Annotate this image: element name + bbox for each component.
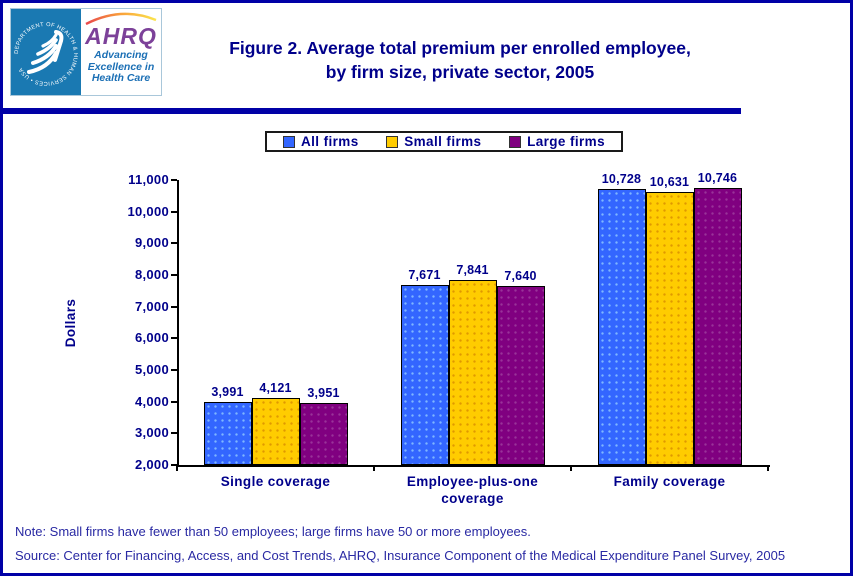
bar-value-small-firms-family-coverage: 10,631	[649, 175, 690, 189]
bar-value-large-firms-single-coverage: 3,951	[307, 386, 340, 400]
figure-title: Figure 2. Average total premium per enro…	[171, 36, 749, 84]
y-tick-mark-7000	[171, 305, 177, 308]
legend-item-small-firms: Small firms	[386, 134, 481, 149]
hhs-seal: DEPARTMENT OF HEALTH & HUMAN SERVICES • …	[11, 9, 81, 95]
y-tick-label-2000: 2,000	[134, 457, 169, 472]
y-tick-label-11000: 11,000	[128, 172, 169, 187]
bar-value-large-firms-employee-plus-one-coverage: 7,640	[504, 269, 537, 283]
x-tick-mark-2	[570, 465, 572, 471]
bar-value-all-firms-family-coverage: 10,728	[601, 172, 642, 186]
y-tick-label-4000: 4,000	[134, 393, 169, 409]
x-tick-mark-3	[767, 465, 769, 471]
legend-label-small-firms: Small firms	[404, 134, 482, 149]
bar-value-small-firms-single-coverage: 4,121	[259, 381, 292, 395]
x-tick-mark-1	[373, 465, 375, 471]
ahrq-tagline: Advancing Excellence in Health Care	[87, 49, 155, 85]
bar-value-small-firms-employee-plus-one-coverage: 7,841	[456, 263, 489, 277]
plot-area: 3,991 4,121 3,951 7,671 7,841 7,640 10,728 10,6…	[177, 171, 768, 465]
bar-value-all-firms-employee-plus-one-coverage: 7,671	[408, 268, 441, 282]
legend-swatch-all-firms	[283, 135, 295, 148]
bar-large-firms-family-coverage	[693, 188, 742, 465]
ahrq-wordmark: AHRQ	[85, 23, 157, 49]
legend-item-all-firms: All firms	[283, 134, 359, 149]
y-tick-mark-9000	[171, 242, 177, 245]
ahrq-hhs-logo: DEPARTMENT OF HEALTH & HUMAN SERVICES • …	[10, 8, 162, 96]
figure-title-line-2: by firm size, private sector, 2005	[325, 62, 595, 82]
bar-all-firms-family-coverage	[597, 189, 646, 465]
header-divider-rule	[3, 108, 741, 114]
y-tick-mark-11000	[171, 179, 177, 181]
y-tick-label-8000: 8,000	[134, 267, 169, 282]
bar-small-firms-employee-plus-one-coverage	[448, 280, 497, 465]
y-tick-label-6000: 6,000	[134, 330, 169, 346]
y-tick-mark-4000	[171, 400, 177, 403]
y-tick-mark-10000	[171, 210, 177, 213]
bar-small-firms-family-coverage	[645, 192, 694, 465]
x-tick-mark-0	[176, 465, 178, 471]
legend-item-large-firms: Large firms	[509, 134, 605, 149]
bar-all-firms-single-coverage	[203, 402, 252, 465]
y-tick-label-9000: 9,000	[134, 235, 169, 251]
bar-large-firms-single-coverage	[299, 403, 348, 465]
legend-label-large-firms: Large firms	[527, 134, 605, 149]
y-tick-label-5000: 5,000	[134, 362, 169, 377]
y-tick-label-7000: 7,000	[134, 298, 169, 314]
legend-swatch-small-firms	[386, 135, 399, 148]
y-axis-title: Dollars	[63, 298, 78, 348]
legend-swatch-large-firms	[509, 135, 522, 148]
y-tick-mark-3000	[171, 432, 177, 435]
bar-value-large-firms-family-coverage: 10,746	[697, 171, 738, 185]
tagline-line-3: Health Care	[91, 72, 151, 84]
tagline-line-1: Advancing	[94, 49, 148, 61]
bar-value-all-firms-single-coverage: 3,991	[211, 385, 244, 399]
x-category-label-family-coverage: Family coverage	[613, 474, 726, 489]
tagline-line-2: Excellence in	[87, 60, 155, 73]
x-category-label-employee-plus-one-coverage: Employee-plus-one coverage	[406, 474, 539, 506]
legend-label-all-firms: All firms	[301, 134, 359, 149]
y-axis-line	[177, 180, 179, 467]
bar-small-firms-single-coverage	[251, 398, 300, 465]
y-tick-mark-6000	[171, 337, 177, 340]
y-tick-mark-8000	[171, 274, 177, 276]
y-tick-label-3000: 3,000	[134, 425, 169, 441]
chart-legend: All firms Small firms Large firms	[265, 131, 623, 152]
rainbow-swoosh-icon	[85, 12, 157, 25]
bar-all-firms-employee-plus-one-coverage	[400, 285, 449, 465]
y-tick-label-10000: 10,000	[127, 203, 169, 219]
y-tick-mark-2000	[171, 464, 177, 466]
note-text: Note: Small firms have fewer than 50 emp…	[15, 524, 531, 539]
figure-title-line-1: Figure 2. Average total premium per enro…	[229, 38, 691, 58]
x-category-label-single-coverage: Single coverage	[220, 474, 331, 489]
bar-large-firms-employee-plus-one-coverage	[496, 286, 545, 465]
source-text: Source: Center for Financing, Access, an…	[15, 548, 786, 563]
y-tick-mark-5000	[171, 369, 177, 371]
x-axis-line	[177, 465, 770, 467]
ahrq-logo: AHRQ Advancing Excellence in Health Care	[81, 9, 161, 95]
hhs-eagle-icon: DEPARTMENT OF HEALTH & HUMAN SERVICES • …	[11, 9, 81, 95]
